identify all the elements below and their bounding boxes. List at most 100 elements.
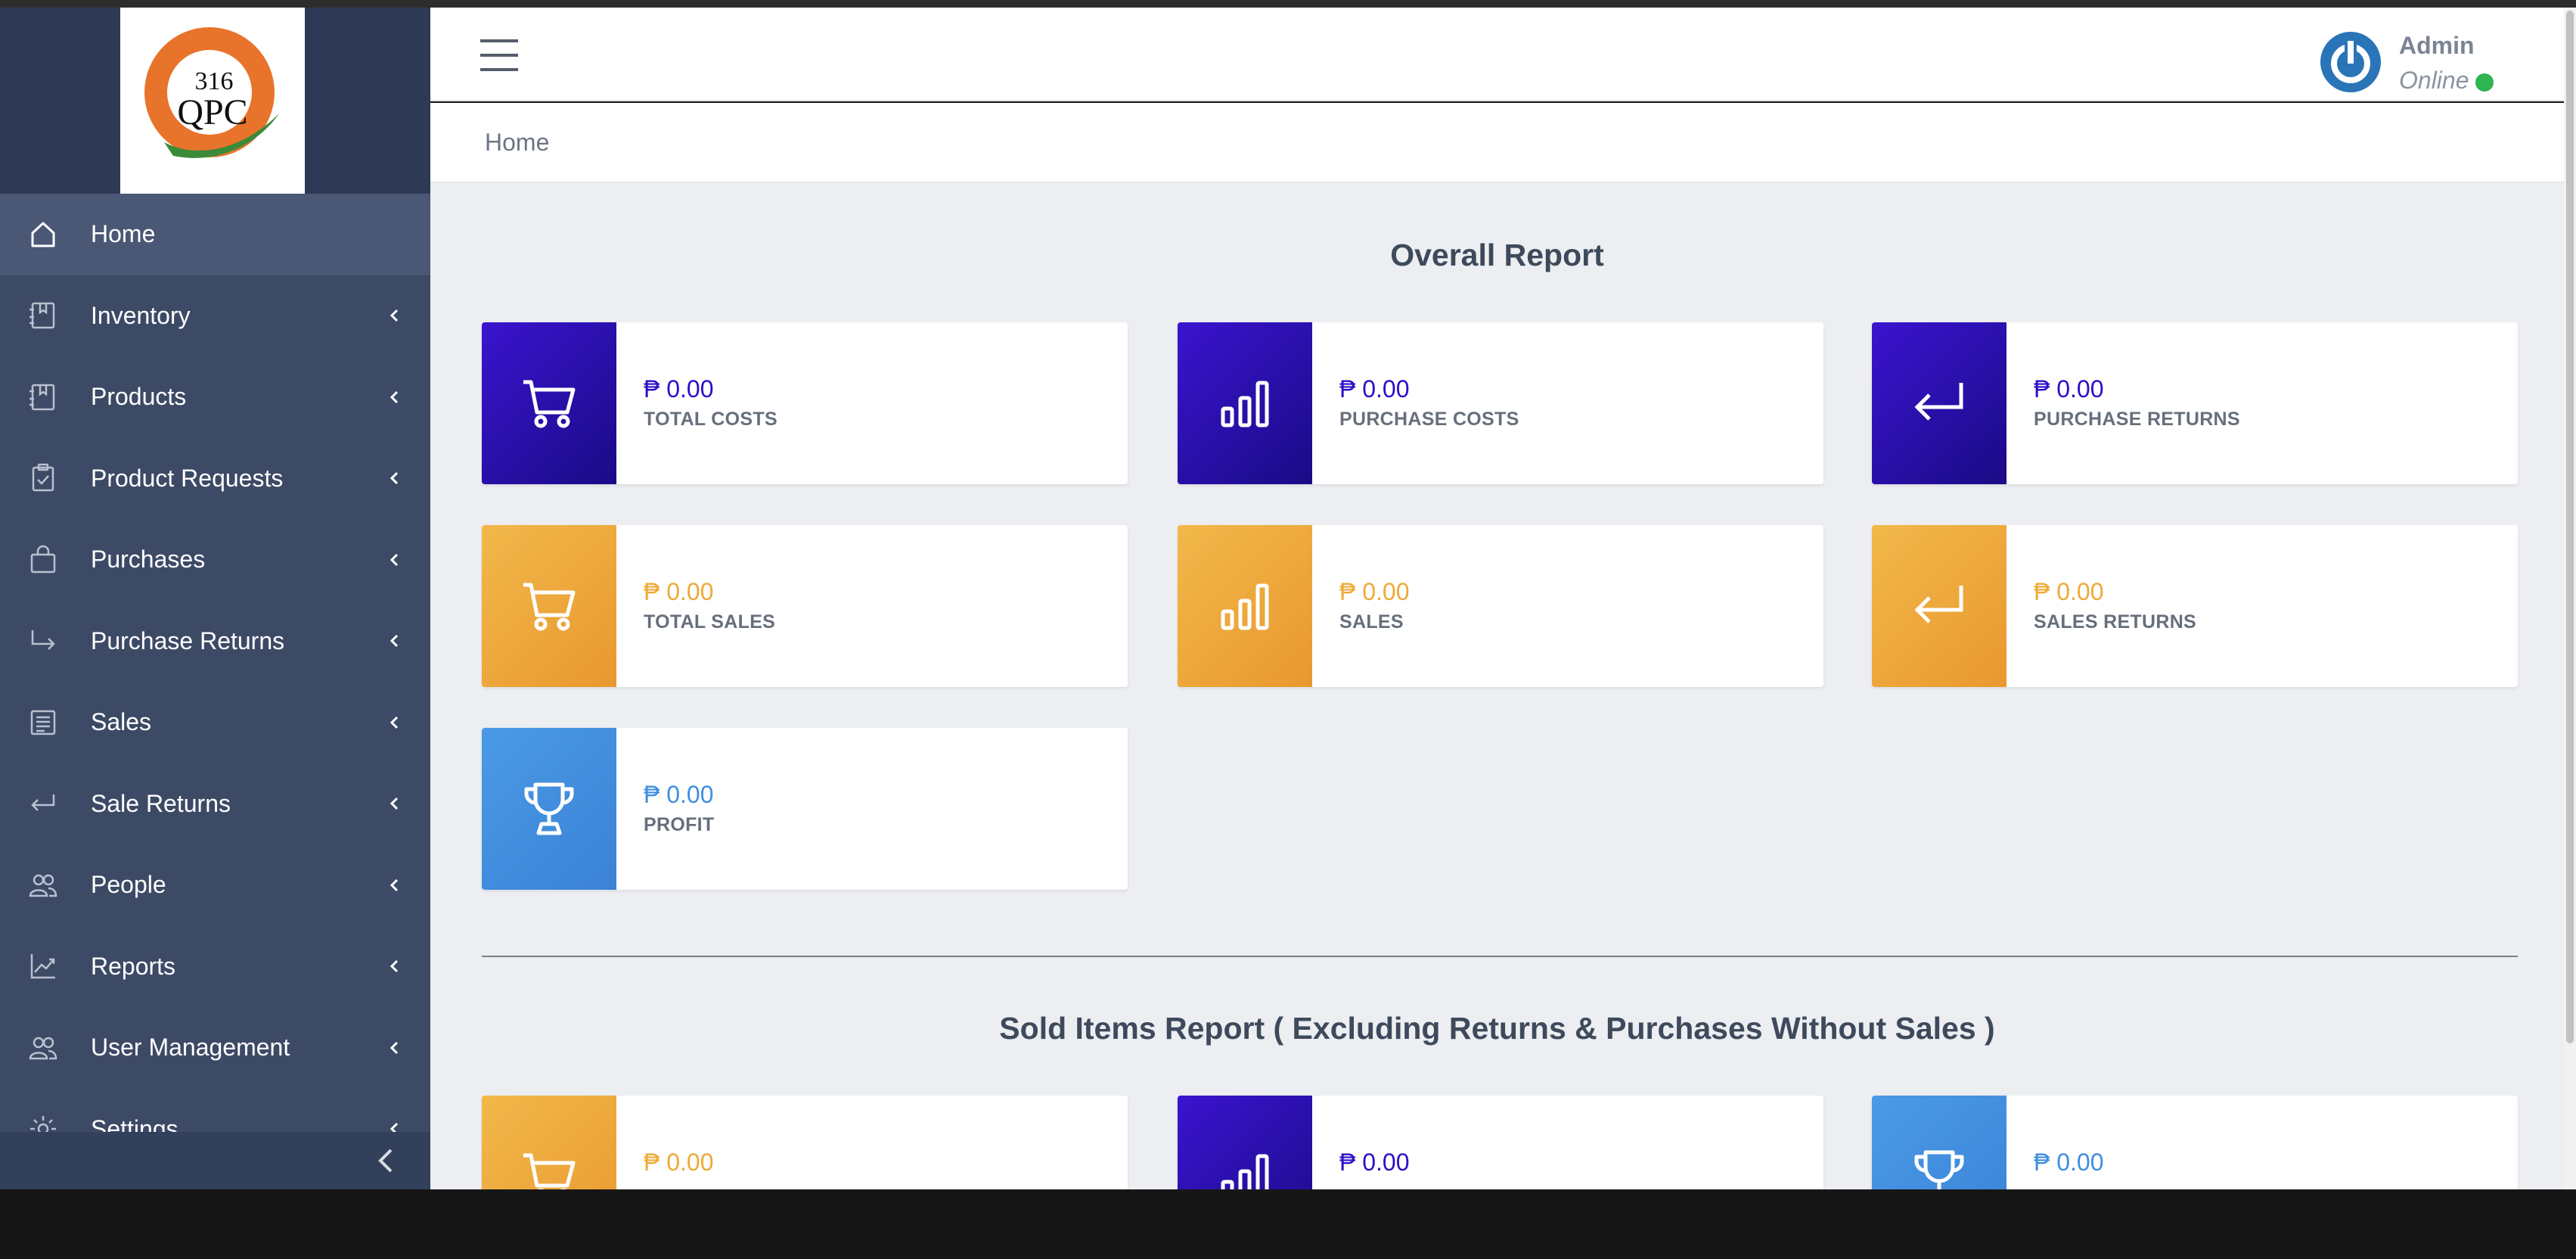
sidebar-item-label: Reports (91, 952, 176, 980)
arrow-return-left-icon (26, 786, 61, 821)
sidebar-item-purchases[interactable]: Purchases (0, 519, 430, 601)
sidebar-item-sales[interactable]: Sales (0, 682, 430, 763)
card-value: ₱ 0.00 (1339, 375, 1410, 403)
sidebar-item-label: User Management (91, 1034, 290, 1062)
logo[interactable]: 316 QPC (120, 8, 305, 194)
card-sold-items[interactable]: ₱ 0.00 (482, 1096, 1128, 1189)
sold-items-report-title: Sold Items Report ( Excluding Returns & … (999, 1011, 1995, 1046)
card-value: ₱ 0.00 (644, 375, 714, 403)
sidebar-item-purchase-returns[interactable]: Purchase Returns (0, 601, 430, 682)
bar-chart-icon (1178, 525, 1312, 687)
sidebar-item-label: Product Requests (91, 464, 284, 492)
user-status-text: Online (2399, 67, 2469, 94)
card-label: TOTAL SALES (644, 611, 776, 633)
bar-chart-icon (1178, 1096, 1312, 1189)
chevron-left-icon (390, 878, 399, 891)
return-arrow-icon (1872, 525, 2006, 687)
sidebar-item-reports[interactable]: Reports (0, 926, 430, 1008)
card-label: PURCHASE COSTS (1339, 409, 1519, 430)
card-label: PROFIT (644, 814, 715, 835)
hamburger-menu-icon[interactable] (480, 38, 518, 73)
card-value: ₱ 0.00 (2034, 1149, 2104, 1176)
card-value: ₱ 0.00 (1339, 578, 1410, 605)
power-avatar-icon (2320, 32, 2381, 92)
card-sales-gain[interactable]: ₱ 0.00 (1872, 1096, 2518, 1189)
sidebar-menu: Home Inventory Products Produ (0, 194, 430, 1170)
section-divider (482, 956, 2518, 957)
people-icon (26, 1031, 61, 1065)
user-status: Online (2399, 67, 2494, 95)
user-menu[interactable]: Admin Online (2319, 21, 2515, 94)
taskbar-area (0, 1189, 2576, 1259)
chevron-left-icon (390, 716, 399, 729)
sidebar-footer (0, 1132, 430, 1189)
chevron-left-icon (390, 390, 399, 403)
cart-icon (482, 322, 616, 484)
card-total-costs[interactable]: ₱ 0.00 TOTAL COSTS (482, 322, 1128, 484)
chevron-left-icon (390, 472, 399, 485)
card-value: ₱ 0.00 (644, 578, 714, 605)
window-top-strip (0, 0, 2576, 8)
sidebar: 316 QPC Home Inventory (0, 8, 430, 1189)
card-label: TOTAL COSTS (644, 409, 777, 430)
card-purchase-returns[interactable]: ₱ 0.00 PURCHASE RETURNS (1872, 322, 2518, 484)
sidebar-item-inventory[interactable]: Inventory (0, 275, 430, 357)
bar-chart-icon (1178, 322, 1312, 484)
trophy-icon (1872, 1096, 2006, 1189)
sidebar-item-label: Products (91, 383, 187, 411)
card-sold-items-cost[interactable]: ₱ 0.00 (1178, 1096, 1823, 1189)
chevron-left-icon (390, 1041, 399, 1054)
card-profit[interactable]: ₱ 0.00 PROFIT (482, 728, 1128, 890)
card-value: ₱ 0.00 (644, 1149, 714, 1176)
top-navbar: Admin Online (430, 8, 2576, 101)
card-value: ₱ 0.00 (644, 781, 714, 808)
logo-text: QPC (177, 92, 247, 132)
card-purchase-costs[interactable]: ₱ 0.00 PURCHASE COSTS (1178, 322, 1823, 484)
breadcrumb: Home (430, 103, 2564, 183)
overall-report-title: Overall Report (1390, 238, 1604, 272)
sidebar-item-people[interactable]: People (0, 844, 430, 926)
card-value: ₱ 0.00 (2034, 578, 2104, 605)
scrollbar-thumb[interactable] (2566, 11, 2574, 1043)
trophy-icon (482, 728, 616, 890)
collapse-sidebar-icon[interactable] (371, 1146, 402, 1176)
sidebar-item-label: Purchase Returns (91, 626, 285, 654)
user-name: Admin (2399, 32, 2475, 59)
sidebar-item-label: Sale Returns (91, 789, 231, 817)
chevron-left-icon (390, 797, 399, 810)
receipt-icon (26, 705, 61, 740)
sidebar-item-sale-returns[interactable]: Sale Returns (0, 763, 430, 845)
graph-up-icon (26, 949, 61, 984)
sidebar-item-label: People (91, 871, 166, 899)
chevron-left-icon (390, 309, 399, 322)
sidebar-item-product-requests[interactable]: Product Requests (0, 438, 430, 520)
sidebar-item-label: Purchases (91, 546, 206, 574)
people-icon (26, 868, 61, 903)
card-value: ₱ 0.00 (1339, 1149, 1410, 1176)
chevron-left-icon (390, 960, 399, 973)
dashboard-content: Overall Report ₱ 0.00 TOTAL COSTS ₱ 0.00… (430, 183, 2564, 1189)
sidebar-header: 316 QPC (0, 8, 430, 194)
cart-icon (482, 525, 616, 687)
sidebar-item-products[interactable]: Products (0, 356, 430, 438)
card-label: SALES RETURNS (2034, 611, 2197, 633)
sidebar-item-label: Inventory (91, 301, 191, 329)
online-status-dot (2475, 73, 2494, 92)
chevron-left-icon (390, 635, 399, 648)
sidebar-item-label: Sales (91, 708, 152, 736)
logo-number: 316 (195, 67, 234, 95)
sidebar-item-home[interactable]: Home (0, 194, 430, 275)
home-icon (26, 217, 61, 252)
book-icon (26, 298, 61, 333)
clipboard-check-icon (26, 461, 61, 496)
return-arrow-icon (1872, 322, 2006, 484)
card-total-sales[interactable]: ₱ 0.00 TOTAL SALES (482, 525, 1128, 687)
sidebar-item-user-management[interactable]: User Management (0, 1007, 430, 1089)
card-value: ₱ 0.00 (2034, 375, 2104, 403)
arrow-return-right-icon (26, 623, 61, 658)
chevron-left-icon (390, 553, 399, 566)
card-sales-returns[interactable]: ₱ 0.00 SALES RETURNS (1872, 525, 2518, 687)
card-sales[interactable]: ₱ 0.00 SALES (1178, 525, 1823, 687)
breadcrumb-home[interactable]: Home (485, 129, 550, 156)
card-label: SALES (1339, 611, 1404, 633)
